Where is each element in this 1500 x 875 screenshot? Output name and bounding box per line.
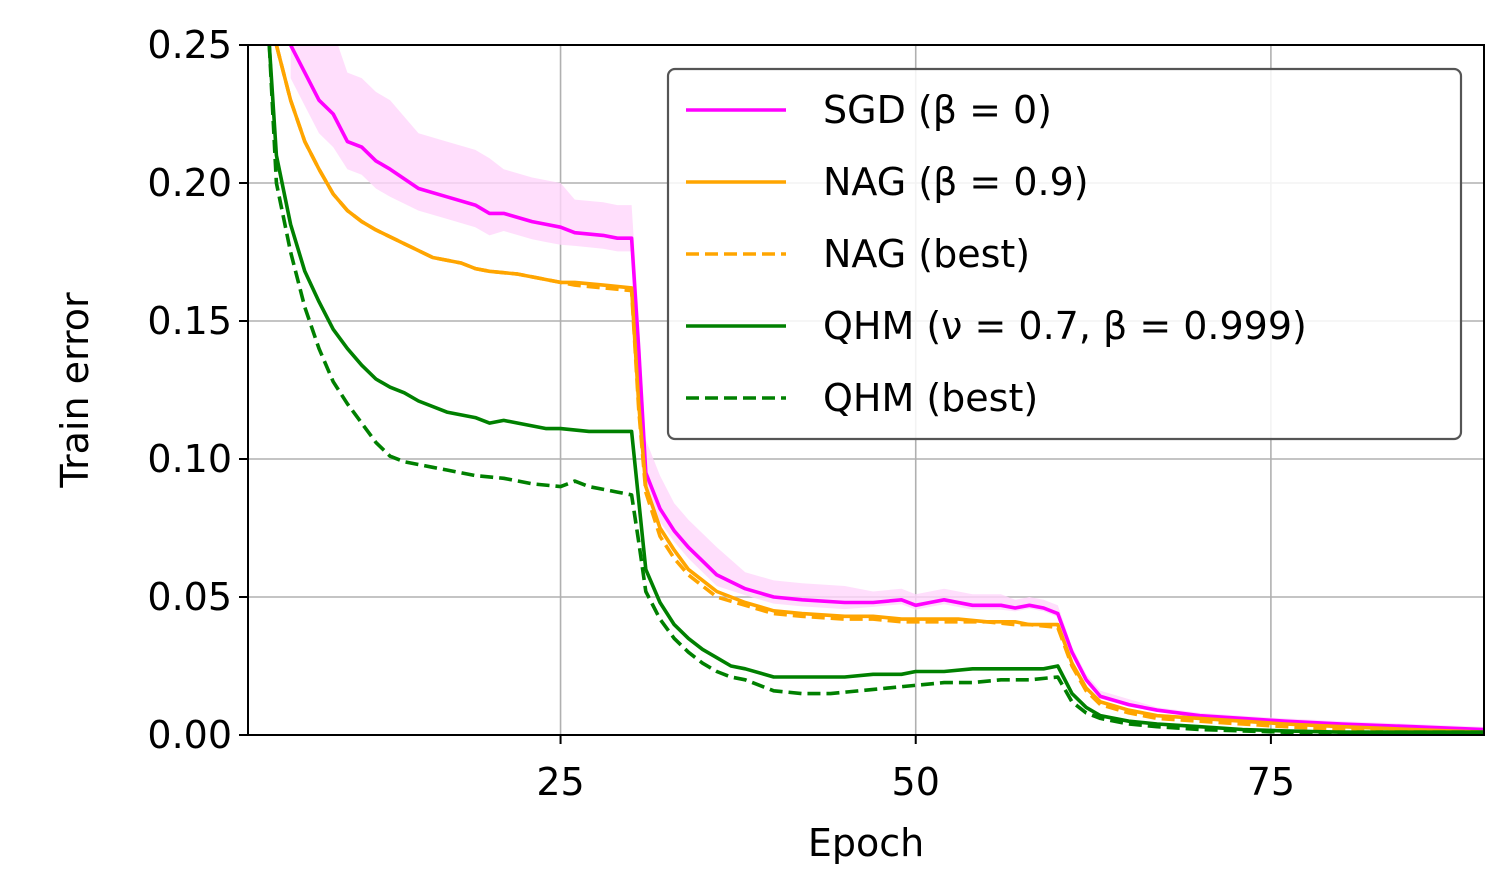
y-tick-label: 0.20 [147, 161, 232, 205]
series-line-4 [267, 45, 1484, 735]
legend-box [666, 67, 1463, 441]
y-tick-label: 0.05 [147, 575, 232, 619]
legend-label: QHM (ν = 0.7, β = 0.999) [823, 304, 1307, 348]
y-tick-label: 0.15 [147, 299, 232, 343]
axis-ticks: 0.00 0.05 0.10 0.15 0.20 0.25 25 50 75 [147, 23, 1295, 804]
series-line-3 [274, 45, 1484, 734]
plot-frame [247, 44, 1485, 736]
legend-label: QHM (best) [823, 376, 1038, 420]
series-line-1 [288, 45, 1484, 732]
confidence-bands [290, 45, 1484, 731]
legend: SGD (β = 0) NAG (β = 0.9) NAG (best) QHM (ν… [666, 67, 1463, 441]
sgd-variance-band [290, 45, 1484, 731]
series-lines [267, 45, 1484, 735]
y-tick-label: 0.25 [147, 23, 232, 67]
y-tick-label: 0.10 [147, 437, 232, 481]
y-axis-label: Train error [53, 292, 97, 489]
x-tick-label: 50 [892, 760, 940, 804]
x-tick-label: 25 [536, 760, 584, 804]
series-line-5 [267, 45, 1484, 735]
y-tick-label: 0.00 [147, 713, 232, 757]
x-tick-label: 75 [1247, 760, 1295, 804]
legend-label: NAG (best) [823, 232, 1030, 276]
x-axis-label: Epoch [808, 821, 924, 865]
legend-label: SGD (β = 0) [823, 88, 1052, 132]
legend-label: NAG (β = 0.9) [823, 160, 1089, 204]
